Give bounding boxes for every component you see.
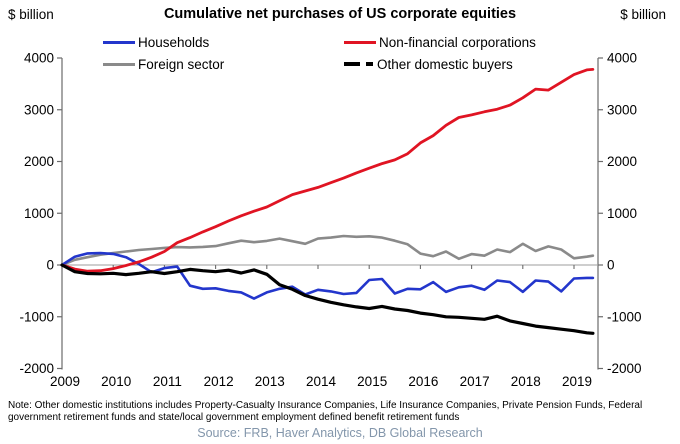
right-y-tick-label: 1000 — [607, 206, 637, 221]
right-y-tick-label: -2000 — [607, 361, 642, 376]
right-y-tick-label: 3000 — [607, 102, 637, 117]
left-y-tick-label: 3000 — [24, 102, 54, 117]
x-tick-label: 2017 — [460, 374, 490, 389]
series-line-non-financial-corporations — [60, 68, 595, 273]
left-y-tick-label: -2000 — [19, 361, 54, 376]
x-tick-label: 2011 — [153, 374, 182, 389]
chart-title: Cumulative net purchases of US corporate… — [163, 6, 517, 22]
x-tick-label: 2012 — [204, 374, 234, 389]
legend-item-non-financial-corporations: Non-financial corporations — [344, 34, 536, 50]
x-tick-label: 2016 — [408, 374, 438, 389]
non-financial-corporations-line-swatch — [344, 40, 376, 44]
right-y-tick-label: 4000 — [607, 51, 637, 66]
legend-label-households: Households — [138, 34, 210, 50]
left-y-tick-label: 1000 — [24, 206, 54, 221]
legend-label-other-domestic-buyers: Other domestic buyers — [377, 56, 513, 72]
x-tick-label: 2019 — [562, 374, 592, 389]
left-axis-unit-label: $ billion — [8, 7, 54, 22]
footnote: Note: Other domestic institutions includ… — [8, 400, 643, 423]
right-axis-unit-label: $ billion — [620, 7, 666, 22]
legend-item-households: Households — [103, 34, 209, 50]
legend-item-foreign-sector: Foreign sector — [103, 56, 224, 72]
legend-label-non-financial-corporations: Non-financial corporations — [379, 34, 536, 50]
x-tick-label: 2014 — [306, 374, 337, 389]
other-domestic-buyers-dash-short — [366, 62, 373, 66]
households-line-swatch — [103, 40, 135, 44]
left-y-tick-label: 0 — [46, 258, 54, 273]
right-y-tick-label: 2000 — [607, 154, 637, 169]
left-y-tick-label: 4000 — [24, 51, 54, 66]
series-line-other-domestic-buyers — [60, 263, 595, 335]
source-line: Source: FRB, Haver Analytics, DB Global … — [197, 426, 483, 440]
legend-label-foreign-sector: Foreign sector — [138, 56, 225, 72]
left-y-tick-label: 2000 — [24, 154, 54, 169]
right-y-tick-label: 0 — [607, 258, 615, 273]
x-tick-label: 2015 — [357, 374, 387, 389]
x-tick-label: 2018 — [511, 374, 541, 389]
x-tick-label: 2010 — [101, 374, 131, 389]
x-tick-label: 2013 — [255, 374, 285, 389]
series-line-foreign-sector — [60, 234, 595, 267]
foreign-sector-line-swatch — [103, 62, 135, 66]
x-tick-label: 2009 — [50, 374, 80, 389]
right-y-tick-label: -1000 — [607, 309, 642, 324]
legend-item-other-domestic-buyers: Other domestic buyers — [344, 56, 513, 72]
other-domestic-buyers-dash-long — [344, 62, 360, 66]
left-y-tick-label: -1000 — [19, 309, 54, 324]
